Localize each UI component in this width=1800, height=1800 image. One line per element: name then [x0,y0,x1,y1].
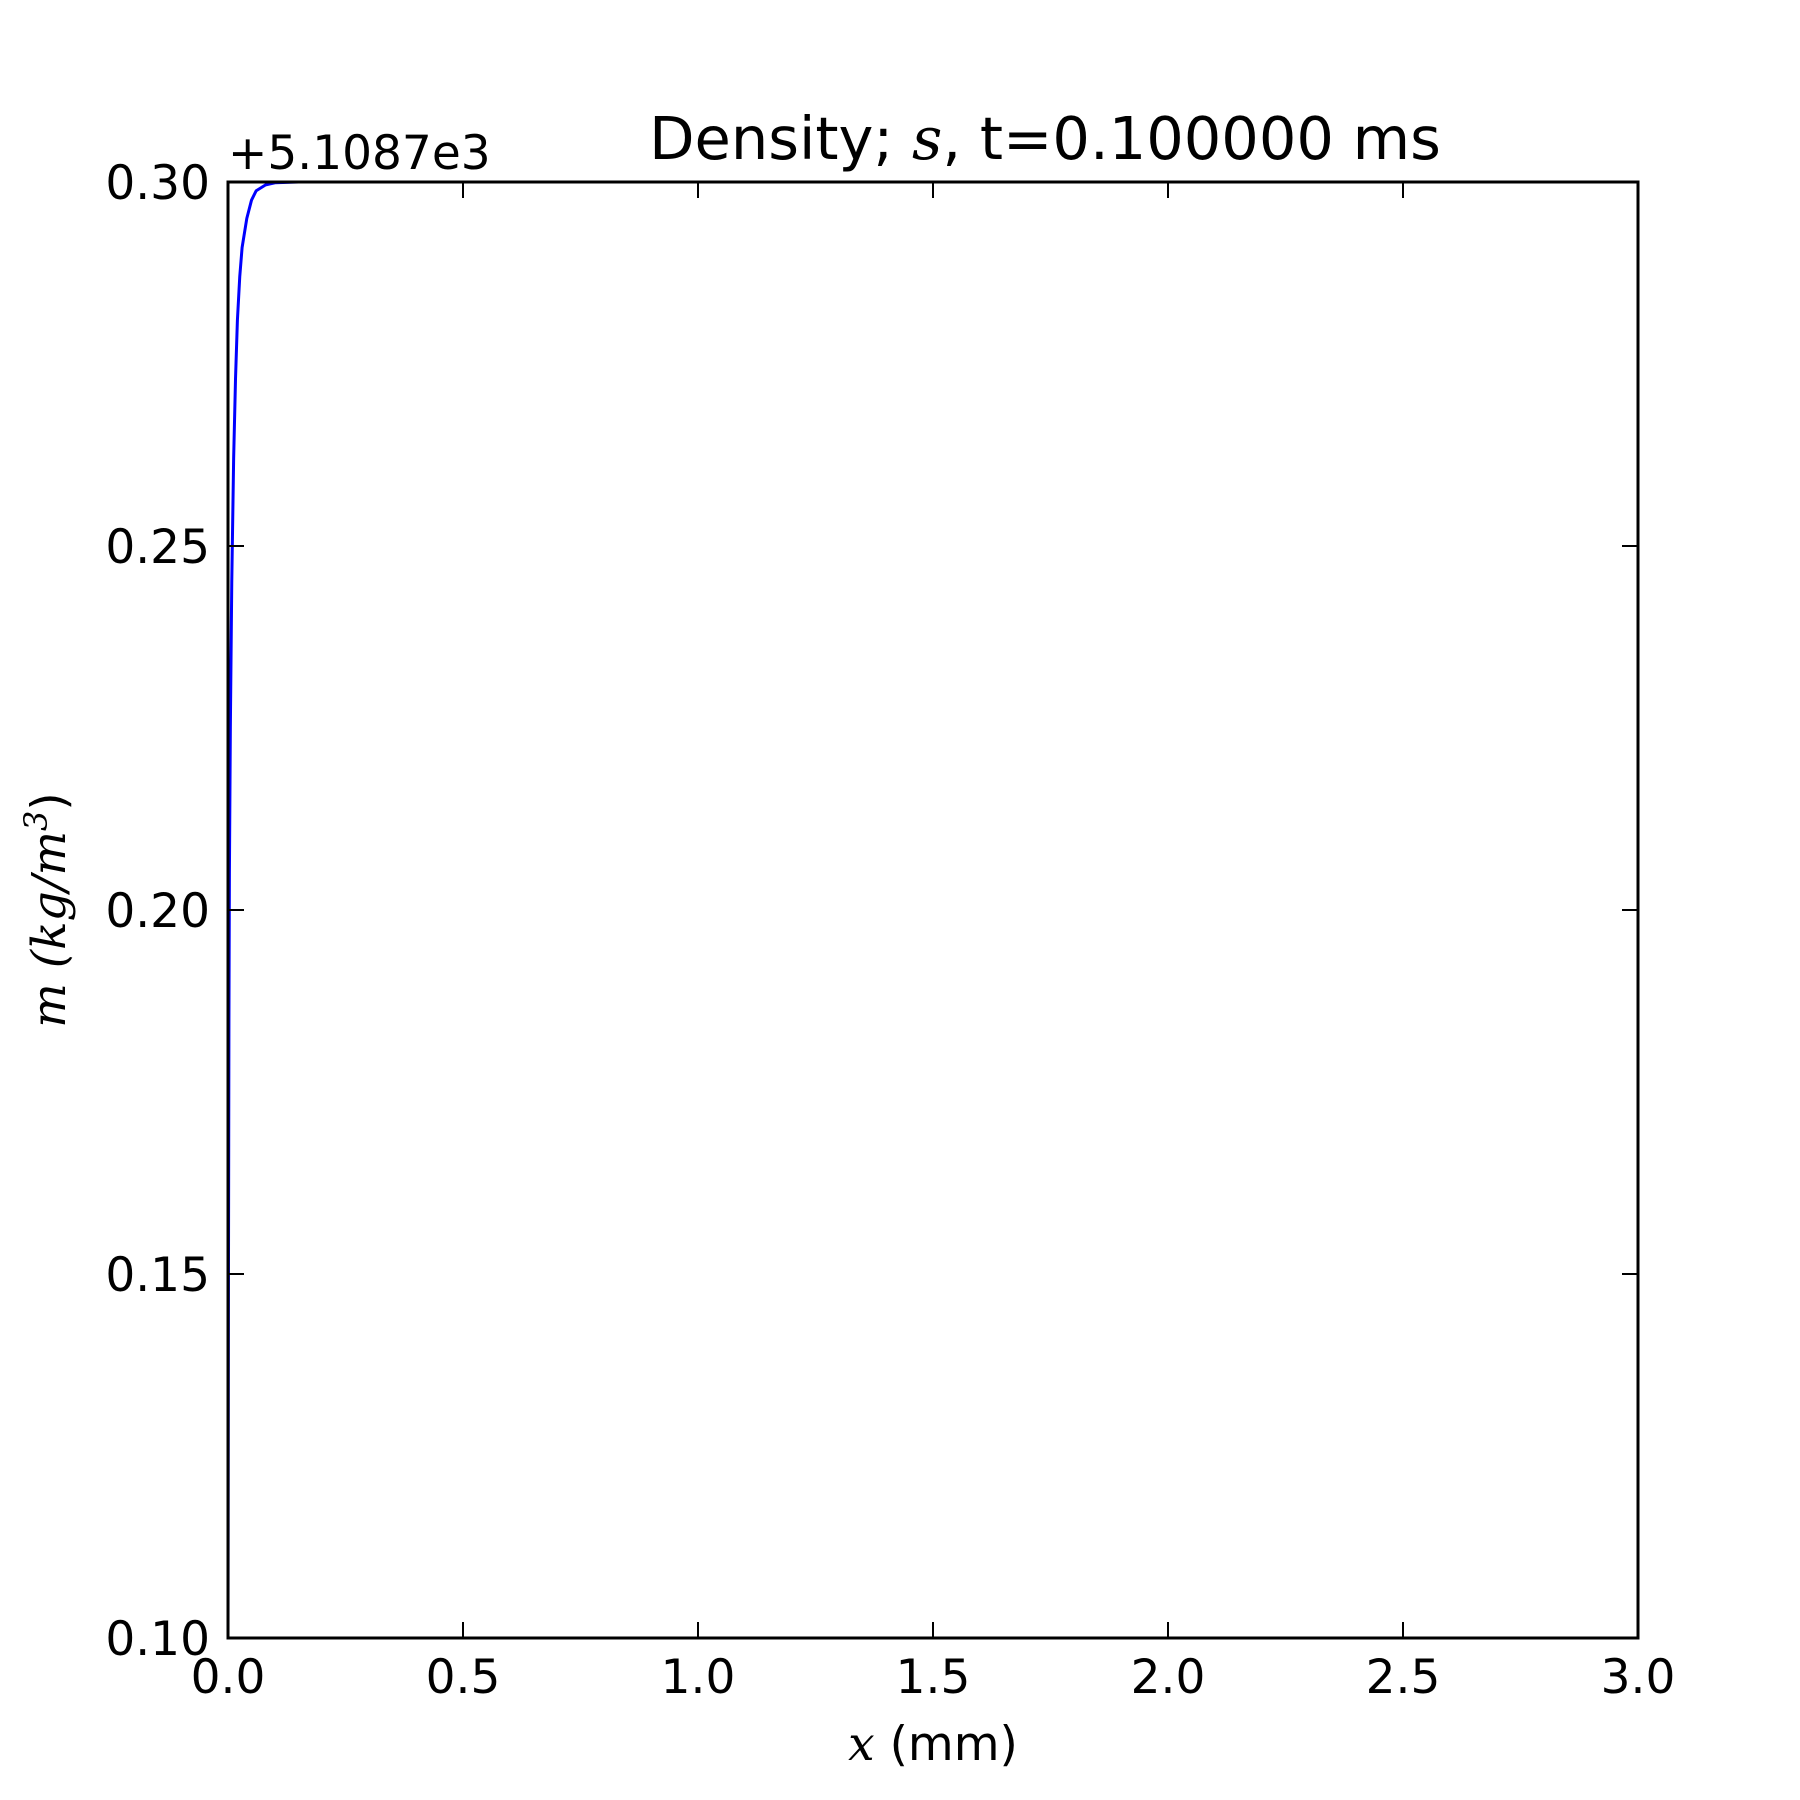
x-tick-label: 0.0 [191,1650,266,1705]
x-axis-label: x (mm) [848,1717,1018,1772]
y-tick-label: 0.20 [105,884,210,939]
chart-title: Density; s, t=0.100000 ms [649,104,1441,173]
x-tick-label: 3.0 [1601,1650,1676,1705]
y-tick-label: 0.30 [105,156,210,211]
x-tick-label: 1.0 [661,1650,736,1705]
y-offset-text: +5.1087e3 [228,126,491,181]
x-tick-label: 0.5 [426,1650,501,1705]
x-axis-ticks: 0.0 0.5 1.0 1.5 2.0 2.5 3.0 [191,182,1676,1705]
x-tick-label: 2.0 [1131,1650,1206,1705]
y-axis-ticks: 0.10 0.15 0.20 0.25 0.30 [105,156,1638,1667]
y-axis-label: m (kg/m3) [17,792,77,1028]
x-tick-label: 1.5 [896,1650,971,1705]
y-tick-label: 0.15 [105,1248,210,1303]
plot-frame [226,180,1640,1640]
series-line [226,180,1638,1639]
x-tick-label: 2.5 [1366,1650,1441,1705]
y-tick-label: 0.10 [105,1612,210,1667]
y-tick-label: 0.25 [105,520,210,575]
